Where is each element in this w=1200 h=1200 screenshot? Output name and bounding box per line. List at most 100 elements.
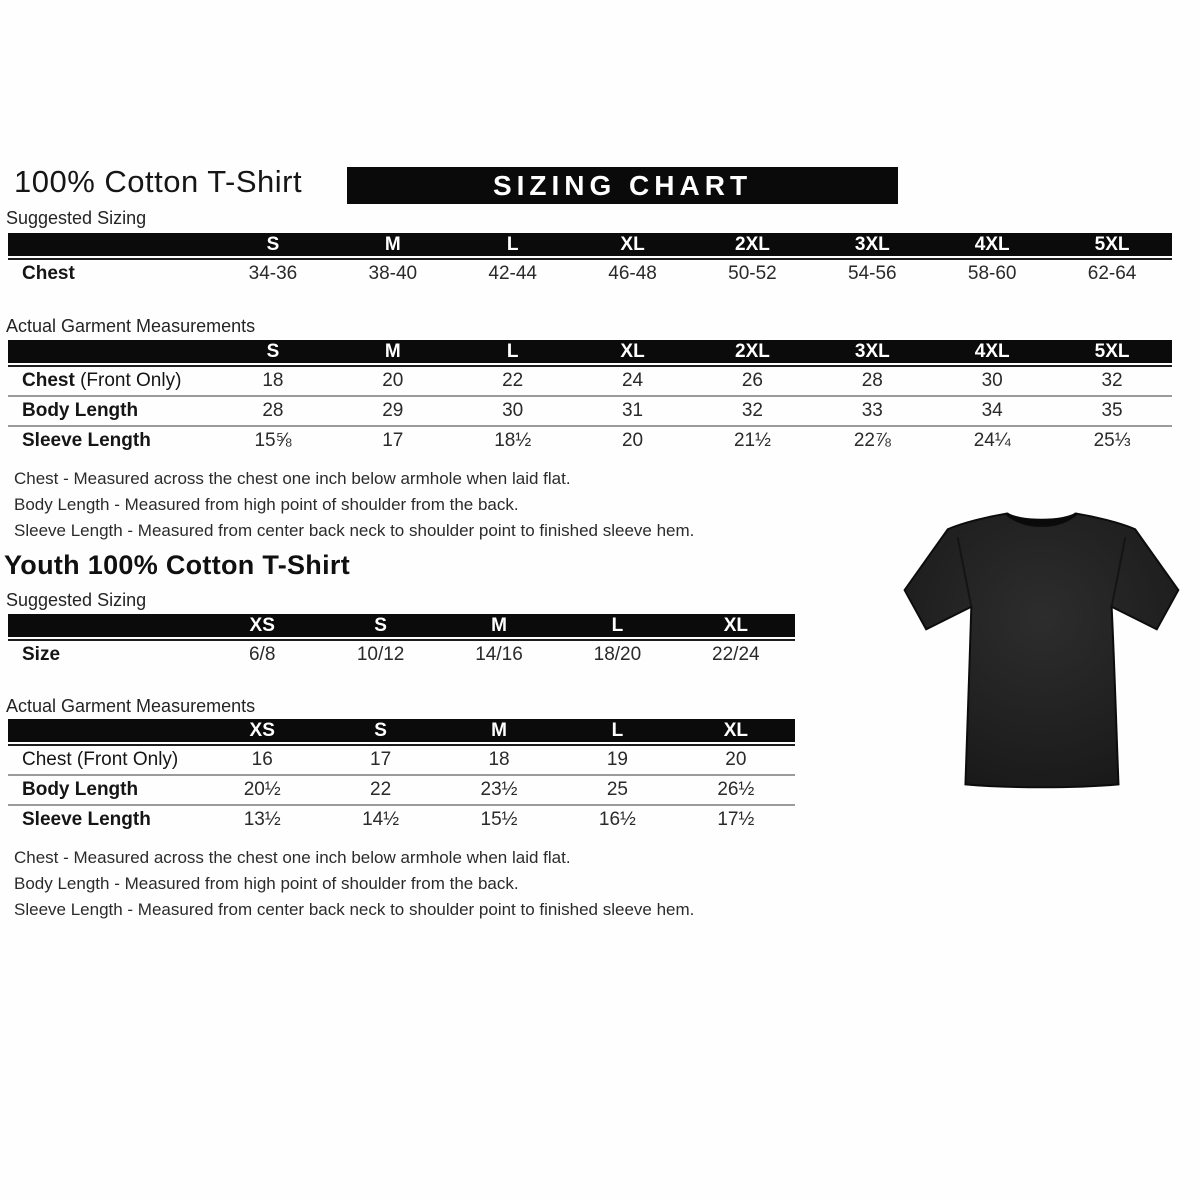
- adult-actual-measurements-table: S M L XL 2XL 3XL 4XL 5XL Chest (Front On…: [8, 340, 1172, 455]
- measurement-cell: 20: [621, 430, 644, 451]
- row-label: Chest (Front Only): [22, 749, 179, 770]
- size-column-header: XL: [620, 340, 645, 362]
- sleeve-length-row: Sleeve Length 13½ 14½ 15½ 16½ 17½: [8, 806, 795, 834]
- chest-row: Chest (Front Only) 16 17 18 19 20: [8, 746, 795, 774]
- measurement-cell: 22⅞: [853, 430, 891, 451]
- row-label: Sleeve Length: [22, 809, 151, 830]
- size-column-header: S: [374, 719, 387, 741]
- note-line: Sleeve Length - Measured from center bac…: [14, 900, 695, 919]
- measurement-cell: 24: [621, 370, 644, 391]
- measurement-cell: 17: [370, 749, 392, 770]
- row-label: Chest: [22, 263, 75, 284]
- measurement-cell: 46-48: [608, 263, 657, 284]
- measurement-cell: 30: [502, 400, 524, 421]
- size-column-header: XS: [249, 719, 275, 741]
- measurement-cell: 18: [488, 749, 510, 770]
- measurement-cell: 33: [861, 400, 883, 421]
- header-divider: [8, 363, 1172, 365]
- measurement-cell: 18: [262, 370, 284, 391]
- header-divider-line: [8, 744, 795, 746]
- size-column-header: L: [506, 233, 519, 255]
- size-column-header: L: [506, 340, 519, 362]
- measurement-cell: 16½: [598, 809, 636, 830]
- row-label: Body Length: [22, 779, 139, 800]
- measurement-cell: 16: [251, 749, 273, 770]
- size-column-header: S: [266, 233, 280, 255]
- size-column-header: M: [384, 233, 401, 255]
- black-tshirt-image: [903, 512, 1180, 789]
- measurement-cell: 10/12: [356, 644, 405, 665]
- measurement-cell: 24¼: [973, 430, 1011, 451]
- measurement-cell: 15½: [480, 809, 518, 830]
- measurement-cell: 18/20: [593, 644, 642, 665]
- size-column-header: 2XL: [735, 233, 770, 255]
- measurement-cell: 22: [370, 779, 392, 800]
- size-column-header: XL: [723, 719, 748, 741]
- size-column-header: XL: [620, 233, 645, 255]
- size-column-header: L: [611, 719, 624, 741]
- body-length-row: Body Length 28 29 30 31 32 33 34 35: [8, 397, 1172, 425]
- row-label: Body Length: [22, 400, 139, 421]
- measurement-cell: 14½: [362, 809, 400, 830]
- size-column-header: M: [384, 340, 401, 362]
- youth-actual-measurements-label: Actual Garment Measurements: [6, 696, 256, 716]
- size-column-header: 4XL: [974, 340, 1010, 362]
- header-divider: [8, 742, 795, 744]
- size-column-header: M: [491, 614, 507, 636]
- measurement-cell: 28: [262, 400, 284, 421]
- header-divider-line: [8, 365, 1172, 367]
- header-divider-line: [8, 639, 795, 641]
- adult-actual-measurements-label: Actual Garment Measurements: [6, 316, 256, 336]
- youth-suggested-sizing-label: Suggested Sizing: [6, 590, 147, 610]
- row-divider: [8, 804, 795, 806]
- header-divider: [8, 637, 795, 639]
- note-line: Sleeve Length - Measured from center bac…: [14, 521, 695, 540]
- note-line: Chest - Measured across the chest one in…: [14, 469, 571, 488]
- measurement-cell: 31: [621, 400, 644, 421]
- chest-row: Chest (Front Only) 18 20 22 24 26 28 30 …: [8, 367, 1172, 395]
- row-label: Chest (Front Only): [22, 370, 182, 391]
- measurement-cell: 38-40: [368, 263, 418, 284]
- table-header-row: S M L XL 2XL 3XL 4XL 5XL: [8, 340, 1172, 363]
- measurement-cell: 34: [981, 400, 1003, 421]
- note-line: Body Length - Measured from high point o…: [14, 874, 519, 893]
- tshirt-collar: [1005, 512, 1078, 526]
- measurement-notes-youth: Chest - Measured across the chest one in…: [14, 845, 694, 923]
- measurement-cell: 30: [981, 370, 1003, 391]
- tshirt-body: [903, 512, 1180, 789]
- page-title: 100% Cotton T-Shirt: [14, 164, 303, 199]
- measurement-cell: 23½: [480, 779, 518, 800]
- size-column-header: 2XL: [735, 340, 770, 362]
- size-column-header: M: [491, 719, 507, 741]
- sleeve-length-row: Sleeve Length 15⅝ 17 18½ 20 21½ 22⅞ 24¼ …: [8, 427, 1172, 455]
- youth-section-title: Youth 100% Cotton T-Shirt: [4, 550, 350, 580]
- header-divider-line: [8, 258, 1172, 260]
- size-column-header: 5XL: [1094, 233, 1130, 255]
- row-divider: [8, 425, 1172, 427]
- measurement-cell: 22: [502, 370, 524, 391]
- measurement-cell: 28: [861, 370, 883, 391]
- measurement-cell: 20: [725, 749, 747, 770]
- tshirt-right-sleeve-seam: [1110, 536, 1127, 607]
- measurement-cell: 25⅓: [1093, 430, 1131, 451]
- body-length-row: Body Length 20½ 22 23½ 25 26½: [8, 776, 795, 804]
- tshirt-left-sleeve-seam: [956, 536, 973, 607]
- measurement-cell: 58-60: [967, 263, 1017, 284]
- measurement-cell: 21½: [733, 430, 771, 451]
- youth-actual-measurements-table: XS S M L XL Chest (Front Only) 16 17 18 …: [8, 719, 795, 834]
- size-row: Size 6/8 10/12 14/16 18/20 22/24: [8, 641, 795, 669]
- header-divider: [8, 256, 1172, 258]
- note-line: Chest - Measured across the chest one in…: [14, 848, 571, 867]
- table-header-row: S M L XL 2XL 3XL 4XL 5XL: [8, 233, 1172, 256]
- row-divider: [8, 774, 795, 776]
- measurement-cell: 19: [606, 749, 628, 770]
- measurement-cell: 42-44: [488, 263, 537, 284]
- measurement-cell: 54-56: [848, 263, 897, 284]
- measurement-cell: 15⅝: [254, 430, 292, 451]
- size-column-header: 5XL: [1094, 340, 1130, 362]
- measurement-cell: 32: [1101, 370, 1123, 391]
- size-column-header: S: [374, 614, 387, 636]
- measurement-cell: 17: [382, 430, 404, 451]
- measurement-cell: 20½: [243, 779, 281, 800]
